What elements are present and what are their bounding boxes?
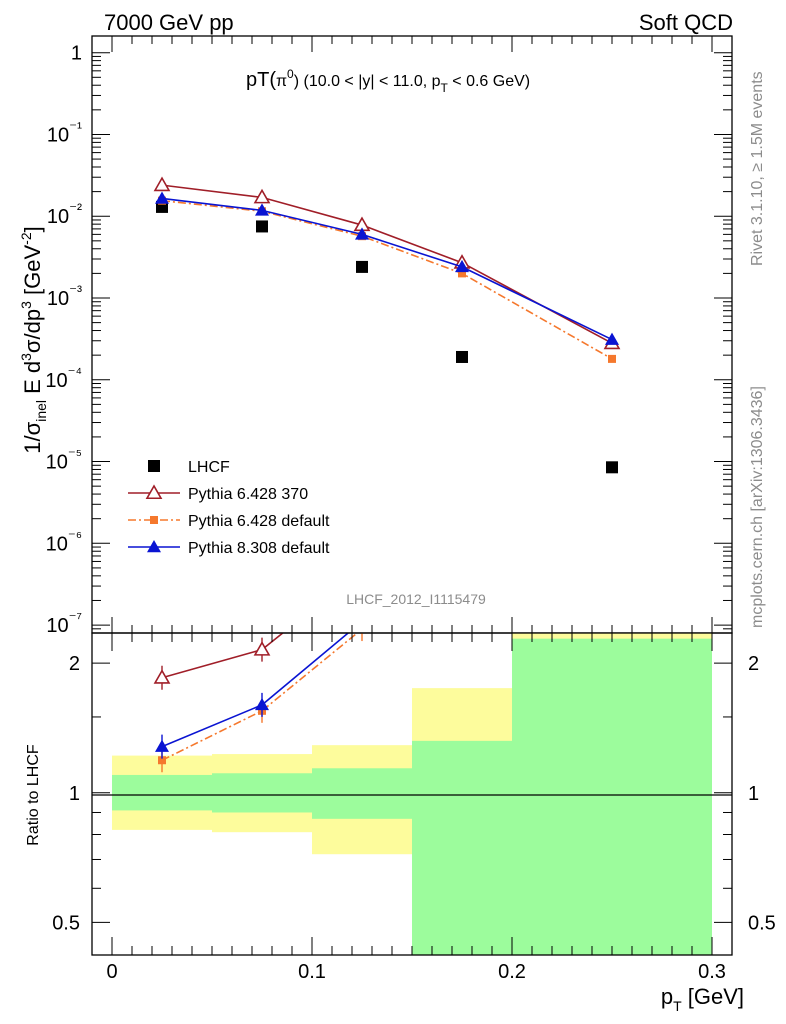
legend-item-lhcf: LHCF [148,459,230,476]
ratio-series-pythia-6-428-370 [153,633,285,690]
ratio-y-axis-label: Ratio to LHCF [25,744,42,846]
ratio-y-tick-label-right: 1 [748,783,759,805]
main-data-layer [153,176,621,474]
y-tick-label: 10⁻⁴ [45,365,82,392]
y-tick-label: 10⁻⁶ [46,528,82,555]
ratio-point-pythia-6-428-370 [153,669,171,684]
x-tick-label: 0.3 [698,961,726,983]
y-tick-label: 10⁻⁵ [46,447,82,474]
ratio-y-tick-label: 1 [69,783,80,805]
point-pythia-6-428-370 [253,188,271,204]
analysis-id-label: LHCF_2012_I1115479 [346,591,486,607]
ratio-series-pythia-8-308-default [155,633,350,759]
ratio-ticks: 0.5 0.5 1 1 2 2 0 0.1 0.2 0.3 [52,633,776,983]
legend-label: LHCF [188,459,230,476]
legend-marker [147,540,161,553]
series-lhcf [156,200,618,474]
legend-marker [150,516,158,524]
legend-item-pythia-6-428-default: Pythia 6.428 default [128,513,330,530]
y-tick-label: 10⁻² [47,201,82,228]
point-pythia-6-428-default [608,354,616,363]
ratio-y-tick-label: 0.5 [52,912,80,934]
band-inner [212,773,312,813]
ratio-data-layer [153,633,366,773]
band-inner [312,768,412,819]
x-tick-label: 0 [106,961,117,983]
legend-item-pythia-8-308-default: Pythia 8.308 default [128,540,330,557]
main-y-ticks: 1 10⁻¹ 10⁻² 10⁻³ 10⁻⁴ 10⁻⁵ 10⁻⁶ 10⁻⁷ [45,36,732,637]
mcplots-label: mcplots.cern.ch [arXiv:1306.3436] [749,386,766,628]
ratio-point-pythia-6-428-default [358,633,366,634]
point-pythia-8-308-default [155,191,169,204]
ratio-y-tick-label: 2 [69,653,80,675]
series-pythia-6-428-370 [153,176,621,350]
point-pythia-6-428-370 [153,176,171,192]
ratio-point-pythia-8-308-default [155,739,169,752]
series-line-pythia-6-428-default [161,199,613,360]
band-inner [112,774,212,811]
rivet-version-label: Rivet 3.1.10, ≥ 1.5M events [749,71,766,266]
point-pythia-8-308-default [255,203,269,216]
ratio-panel: 0.5 0.5 1 1 2 2 0 0.1 0.2 0.3 Ratio to LHCF pT [G… [25,632,776,1014]
point-pythia-6-428-default [458,269,466,278]
series-pythia-8-308-default [155,191,619,345]
point-pythia-8-308-default [355,227,369,240]
legend-label: Pythia 6.428 370 [188,486,308,503]
point-lhcf [606,461,618,474]
header-right: Soft QCD [639,10,733,35]
y-tick-label: 10⁻¹ [47,119,82,146]
legend-marker [145,484,163,500]
band-inner [512,638,712,955]
point-pythia-8-308-default [605,332,619,345]
y-tick-label: 1 [71,43,82,65]
legend-label: Pythia 8.308 default [188,540,330,557]
y-tick-label: 10⁻³ [47,283,82,310]
ratio-y-tick-label-right: 0.5 [748,912,776,934]
legend: LHCF Pythia 6.428 370 Pythia 6.428 default… [128,459,330,557]
ratio-line-pythia-8-308-default [161,633,350,748]
legend-item-pythia-6-428-370: Pythia 6.428 370 [128,484,308,503]
ratio-point-pythia-6-428-370 [253,641,271,656]
x-tick-label: 0.2 [498,961,526,983]
ratio-point-pythia-8-308-default [255,697,269,711]
y-tick-label: 10⁻⁷ [46,610,82,637]
point-lhcf [256,220,268,233]
ratio-line-pythia-6-428-370 [161,633,285,679]
ratio-uncertainty-bands [112,633,712,955]
main-y-axis-label: 1/σinel E d3σ/dp3 [GeV-2] [18,226,49,453]
point-lhcf [356,260,368,273]
main-panel: pT(π0) (10.0 < |y| < 11.0, pT < 0.6 GeV)… [18,35,733,637]
legend-marker [148,460,160,472]
band-inner [412,740,512,955]
point-lhcf [456,350,468,363]
x-axis-label: pT [GeV] [661,984,744,1014]
plot-title: pT(π0) (10.0 < |y| < 11.0, pT < 0.6 GeV) [246,67,530,95]
ratio-y-tick-label-right: 2 [748,653,759,675]
x-tick-label: 0.1 [298,961,326,983]
legend-label: Pythia 6.428 default [188,513,330,530]
series-line-pythia-8-308-default [161,197,613,341]
ratio-point-pythia-6-428-default [158,756,166,765]
header-left: 7000 GeV pp [104,10,234,35]
ratio-frame [91,632,733,956]
series-pythia-6-428-default [158,196,616,363]
point-pythia-8-308-default [455,259,469,273]
